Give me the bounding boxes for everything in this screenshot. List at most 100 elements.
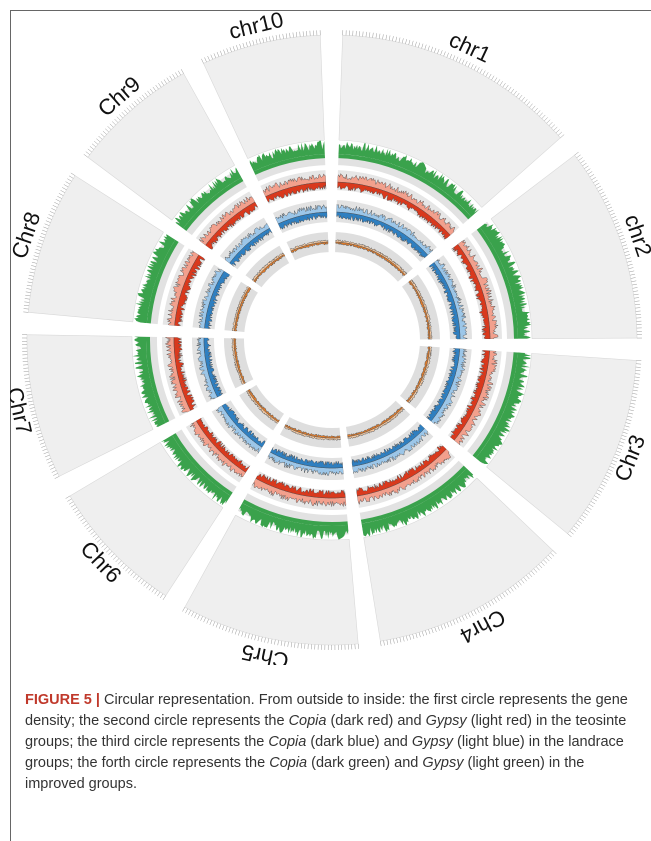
tick-mark [414, 41, 417, 47]
tick-mark [24, 377, 30, 379]
tick-mark [620, 238, 625, 241]
tick-mark [280, 640, 283, 646]
tick-mark [215, 622, 219, 628]
improved-copia-track [233, 338, 247, 385]
tick-mark [180, 69, 184, 74]
tick-mark [609, 465, 615, 469]
tick-mark [632, 389, 638, 392]
tick-mark [141, 94, 146, 100]
tick-mark [277, 640, 279, 646]
tick-mark [44, 223, 50, 226]
tick-mark [239, 44, 242, 49]
tick-mark [122, 565, 127, 570]
tick-mark [526, 575, 530, 580]
caption-italic: Gypsy [422, 755, 464, 771]
tick-mark [238, 630, 241, 636]
tick-mark [132, 573, 137, 578]
tick-mark [546, 119, 551, 124]
landrace-copia-track [203, 337, 224, 398]
tick-mark [614, 222, 619, 225]
tick-mark [76, 512, 81, 516]
tick-mark [622, 244, 628, 247]
tick-mark [629, 270, 635, 273]
chromosome-gap [411, 338, 532, 354]
tick-mark [395, 36, 397, 42]
tick-mark [24, 301, 30, 303]
tick-mark [485, 72, 489, 77]
tick-mark [440, 50, 443, 56]
tick-mark [57, 196, 62, 199]
circos-figure: chr1chr2Chr3Chr4Chr5Chr6Chr7Chr8Chr9chr1… [10, 10, 651, 665]
tick-mark [588, 503, 594, 508]
improved-copia-track [335, 241, 406, 277]
tick-mark [289, 32, 291, 38]
tick-mark [528, 572, 533, 578]
tick-mark [504, 590, 509, 596]
tick-mark [612, 219, 618, 222]
gene-density-track [174, 167, 242, 229]
tick-mark [226, 48, 229, 54]
tick-mark [120, 562, 125, 567]
tick-mark [200, 616, 203, 621]
tick-mark [162, 595, 166, 600]
tick-mark [287, 641, 289, 647]
tick-mark [138, 578, 142, 583]
teosinte-copia-track [356, 445, 447, 497]
tick-mark [635, 373, 641, 375]
chromosome-label: Chr5 [239, 639, 291, 665]
teosinte-copia-track [255, 473, 346, 499]
tick-mark [602, 197, 608, 201]
tick-mark [175, 72, 179, 77]
tick-mark [83, 154, 88, 158]
tick-mark [616, 450, 621, 453]
tick-mark [611, 215, 617, 219]
tick-mark [418, 632, 421, 638]
tick-mark [507, 589, 511, 594]
tick-mark [188, 610, 191, 615]
landrace-copia-track [221, 403, 266, 448]
tick-mark [29, 407, 35, 409]
tick-mark [292, 32, 294, 38]
caption-text: (light red) in the teosinte groups; the … [25, 713, 627, 750]
tick-mark [241, 631, 244, 637]
tick-mark [68, 175, 74, 179]
tick-mark [102, 130, 107, 135]
tick-mark [265, 37, 268, 43]
tick-mark [28, 403, 34, 406]
tick-mark [610, 212, 615, 216]
tick-mark [257, 636, 260, 642]
tick-mark [35, 248, 41, 251]
tick-mark [581, 514, 586, 519]
caption-label: FIGURE 5 | [25, 692, 100, 708]
gene-density-track [338, 141, 481, 217]
tick-mark [421, 43, 424, 49]
gene-density-base [472, 352, 518, 459]
tick-mark [89, 146, 94, 150]
tick-mark [38, 439, 44, 442]
tick-mark [470, 63, 474, 69]
tick-mark [406, 635, 408, 641]
tick-mark [610, 462, 616, 466]
tick-mark [33, 255, 39, 258]
tick-mark [415, 633, 418, 639]
landrace-copia-track [425, 347, 460, 422]
tick-mark [631, 280, 637, 283]
tick-mark [157, 591, 161, 597]
tick-mark [621, 435, 627, 438]
tick-mark [473, 609, 477, 615]
tick-mark [44, 454, 50, 458]
improved-copia-track [234, 286, 252, 332]
tick-mark [633, 293, 639, 296]
tick-mark [212, 621, 216, 627]
tick-mark [603, 477, 609, 481]
tick-mark [392, 36, 394, 42]
tick-mark [28, 400, 34, 403]
tick-mark [91, 143, 97, 148]
tick-mark [615, 225, 621, 228]
tick-mark [630, 277, 636, 279]
tick-mark [96, 138, 101, 143]
tick-mark [385, 34, 387, 40]
tick-mark [149, 88, 154, 94]
tick-mark [604, 200, 610, 204]
tick-mark [54, 476, 60, 479]
